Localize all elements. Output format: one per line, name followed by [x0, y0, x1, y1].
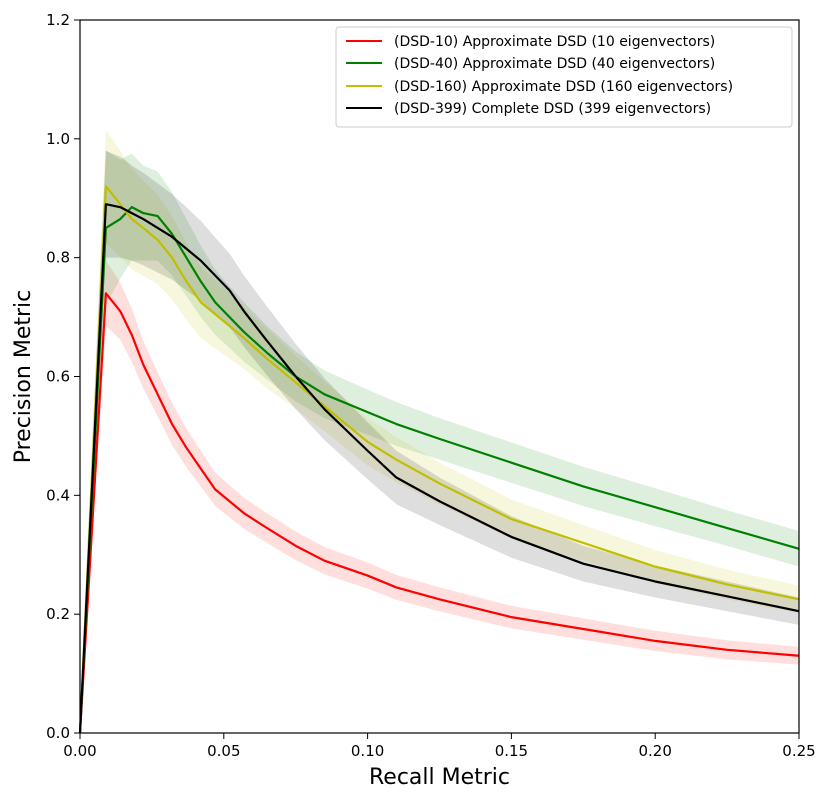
x-tick-label-0-00: 0.00 [63, 742, 96, 760]
y-tick-label-0-4: 0.4 [46, 486, 70, 504]
y-tick-label-0-0: 0.0 [46, 724, 70, 742]
legend-box [335, 26, 793, 128]
x-axis: 0.00 0.05 0.10 0.15 0.20 0.25 [63, 733, 816, 760]
x-tick-label-0-25: 0.25 [782, 742, 815, 760]
y-axis-title: Precision Metric [11, 290, 36, 464]
line-dsd-160 [78, 185, 800, 734]
y-tick-label-0-8: 0.8 [46, 249, 70, 267]
y-axis: 0.0 0.2 0.4 0.6 0.8 1.0 1.2 [46, 11, 80, 742]
y-tick-label-1-0: 1.0 [46, 130, 70, 148]
legend-label-dsd-399: (DSD-399) Complete DSD (399 eigenvectors… [394, 101, 711, 117]
line-dsd-40 [78, 206, 800, 734]
legend-label-dsd-10: (DSD-10) Approximate DSD (10 eigenvector… [394, 34, 715, 50]
legend-label-dsd-40: (DSD-40) Approximate DSD (40 eigenvector… [394, 56, 715, 72]
x-tick-label-0-10: 0.10 [351, 742, 384, 760]
x-tick-label-0-20: 0.20 [638, 742, 671, 760]
band-dsd-40 [80, 150, 799, 734]
legend-label-dsd-160: (DSD-160) Approximate DSD (160 eigenvect… [394, 79, 733, 95]
line-dsd-10 [78, 292, 800, 734]
x-axis-title: Recall Metric [369, 765, 510, 790]
x-tick-label-0-05: 0.05 [207, 742, 240, 760]
legend: (DSD-10) Approximate DSD (10 eigenvector… [335, 26, 793, 128]
y-tick-label-0-6: 0.6 [46, 368, 70, 386]
band-dsd-399 [80, 150, 799, 734]
y-tick-label-1-2: 1.2 [46, 11, 70, 29]
series-lines [78, 185, 800, 734]
x-tick-label-0-15: 0.15 [495, 742, 528, 760]
line-dsd-399 [78, 203, 800, 734]
band-dsd-160 [80, 129, 799, 734]
y-tick-label-0-2: 0.2 [46, 605, 70, 623]
